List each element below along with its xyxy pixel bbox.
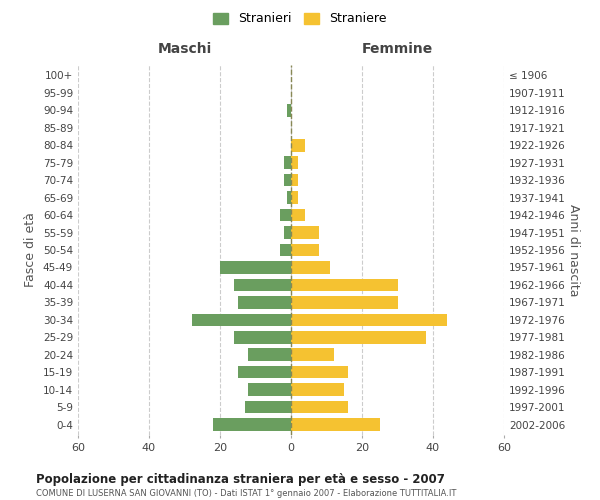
- Text: Maschi: Maschi: [157, 42, 212, 56]
- Bar: [291, 366, 348, 378]
- Bar: [291, 314, 447, 326]
- Bar: [248, 384, 291, 396]
- Bar: [238, 296, 291, 308]
- Bar: [291, 139, 305, 151]
- Bar: [291, 296, 398, 308]
- Bar: [291, 174, 298, 186]
- Bar: [245, 401, 291, 413]
- Text: Popolazione per cittadinanza straniera per età e sesso - 2007: Popolazione per cittadinanza straniera p…: [36, 472, 445, 486]
- Legend: Stranieri, Straniere: Stranieri, Straniere: [209, 8, 391, 29]
- Bar: [287, 192, 291, 204]
- Bar: [234, 278, 291, 291]
- Bar: [284, 156, 291, 169]
- Y-axis label: Fasce di età: Fasce di età: [25, 212, 37, 288]
- Bar: [291, 331, 426, 344]
- Bar: [248, 348, 291, 361]
- Bar: [291, 192, 298, 204]
- Bar: [284, 226, 291, 239]
- Text: Femmine: Femmine: [362, 42, 433, 56]
- Bar: [291, 348, 334, 361]
- Bar: [220, 261, 291, 274]
- Bar: [287, 104, 291, 117]
- Bar: [291, 226, 319, 239]
- Bar: [291, 156, 298, 169]
- Bar: [291, 418, 380, 431]
- Bar: [291, 261, 330, 274]
- Bar: [280, 244, 291, 256]
- Bar: [234, 331, 291, 344]
- Bar: [238, 366, 291, 378]
- Bar: [291, 384, 344, 396]
- Bar: [291, 244, 319, 256]
- Bar: [291, 278, 398, 291]
- Bar: [291, 209, 305, 222]
- Bar: [284, 174, 291, 186]
- Bar: [291, 401, 348, 413]
- Y-axis label: Anni di nascita: Anni di nascita: [566, 204, 580, 296]
- Bar: [191, 314, 291, 326]
- Text: COMUNE DI LUSERNA SAN GIOVANNI (TO) - Dati ISTAT 1° gennaio 2007 - Elaborazione : COMUNE DI LUSERNA SAN GIOVANNI (TO) - Da…: [36, 489, 457, 498]
- Bar: [213, 418, 291, 431]
- Bar: [280, 209, 291, 222]
